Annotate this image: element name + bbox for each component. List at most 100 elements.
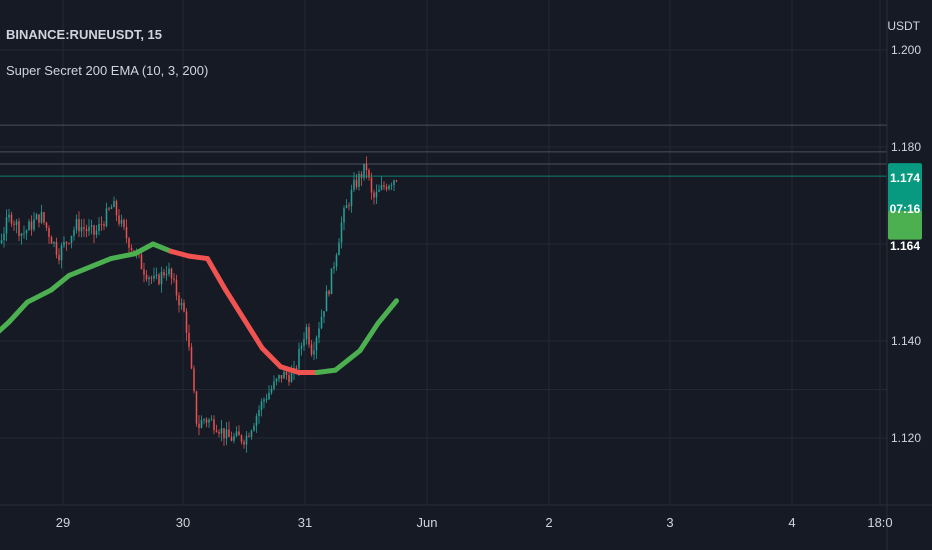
candle-body (95, 230, 98, 235)
last-price-value: 1.174 (889, 171, 921, 185)
candle-body (168, 268, 170, 275)
candle-body (265, 399, 268, 401)
candle-body (83, 227, 85, 230)
candle-body (275, 378, 278, 382)
candle-body (178, 295, 180, 306)
candle-body (113, 201, 115, 208)
candle-body (390, 184, 393, 186)
ema-line-segment (168, 248, 192, 259)
time-tick-label: 4 (788, 515, 795, 530)
candle-body (355, 179, 358, 187)
candle-body (253, 425, 255, 431)
candle-body (233, 436, 235, 441)
candle-body (3, 233, 5, 241)
candle-body (163, 271, 165, 276)
candle-body (330, 268, 333, 295)
candle-body (240, 435, 243, 442)
candle-body (270, 388, 273, 393)
ema-line-segment (24, 287, 54, 305)
candle-body (208, 419, 210, 423)
candle-body (28, 221, 30, 231)
candle-body (80, 227, 83, 232)
candle-body (120, 219, 123, 224)
candle-body (140, 254, 143, 270)
candle-body (173, 278, 175, 280)
candle-body (98, 223, 100, 231)
candle-body (125, 227, 128, 239)
candle-body (285, 371, 288, 375)
candle-body (283, 371, 285, 379)
candle-body (268, 392, 270, 400)
candle-body (385, 186, 388, 190)
candle-body (245, 435, 248, 445)
candle-body (295, 367, 298, 369)
candle-body (43, 212, 45, 223)
candle-body (235, 431, 238, 437)
candle-body (343, 208, 345, 223)
candle-body (188, 332, 190, 347)
candle-body (345, 205, 348, 209)
candle-body (130, 247, 133, 251)
candle-body (230, 436, 233, 441)
ema-line-segment (66, 263, 96, 279)
candle-body (388, 185, 390, 190)
symbol-title[interactable]: BINANCE:RUNEUSDT, 15 (6, 27, 163, 42)
candle-body (40, 212, 43, 223)
ema-line-segment (108, 251, 138, 262)
candle-body (50, 236, 53, 244)
candle-body (258, 409, 260, 417)
ema-line-segment (0, 319, 12, 334)
candle-body (313, 350, 315, 355)
ema-line-segment (223, 287, 247, 322)
time-tick-label: Jun (417, 515, 438, 530)
ema-line-segment (333, 348, 363, 373)
candle-body (210, 419, 213, 421)
candle-body (368, 170, 370, 178)
candle-body (180, 302, 183, 306)
candle-body (375, 191, 378, 198)
candle-body (333, 266, 335, 269)
candle-body (155, 274, 158, 276)
candle-body (310, 344, 313, 355)
candle-body (118, 215, 120, 224)
candle-body (280, 375, 283, 379)
price-tick-label: 1.140 (891, 334, 921, 348)
candle-body (0, 240, 3, 244)
currency-unit: USDT (887, 19, 920, 33)
candle-body (153, 275, 155, 279)
candle-body (273, 381, 275, 389)
candle-body (243, 441, 245, 445)
candle-body (15, 221, 18, 225)
candle-body (300, 345, 303, 349)
candle-body (60, 245, 63, 261)
candle-body (10, 214, 13, 224)
candle-body (70, 235, 73, 244)
candle-body (393, 180, 395, 185)
candle-body (123, 219, 125, 228)
ema-line-segment (259, 345, 284, 370)
candle-body (278, 375, 280, 379)
candle-body (20, 233, 23, 236)
candle-body (380, 185, 383, 190)
candle-body (8, 214, 10, 218)
candle-body (215, 430, 218, 432)
candle-body (115, 201, 118, 216)
ema-line-segment (150, 241, 174, 254)
time-tick-label: 2 (545, 515, 552, 530)
indicator-legend[interactable]: Super Secret 200 EMA (10, 3, 200) (6, 63, 209, 78)
candle-body (33, 219, 35, 230)
candle-body (378, 189, 380, 192)
time-tick-label: 30 (176, 515, 190, 530)
candle-body (68, 243, 70, 245)
ema-line-segment (6, 299, 30, 325)
ema-line-segment (204, 256, 229, 293)
candle-body (175, 279, 178, 296)
candle-body (348, 205, 350, 207)
candle-body (58, 254, 60, 261)
candle-body (158, 274, 160, 285)
candle-body (328, 291, 330, 295)
candle-body (150, 277, 153, 279)
candle-body (38, 214, 40, 223)
